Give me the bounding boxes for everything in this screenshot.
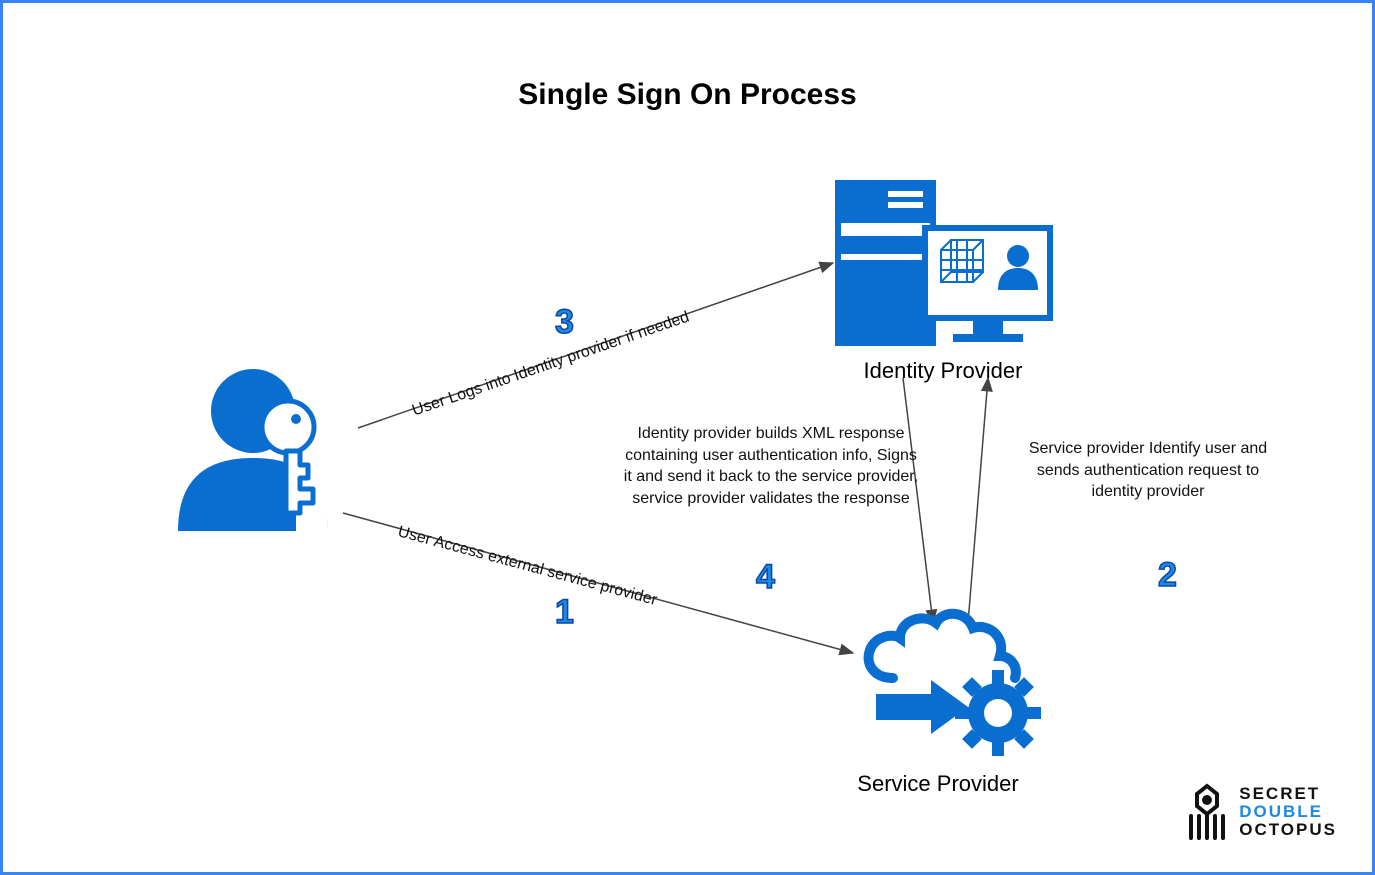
logo-line-3: OCTOPUS <box>1239 821 1337 839</box>
idp-label: Identity Provider <box>828 358 1058 384</box>
logo-line-1: SECRET <box>1239 785 1337 803</box>
user-key-icon <box>168 363 358 533</box>
cloud-arrow-gear-icon <box>858 608 1058 768</box>
step-number-3: 3 <box>555 303 574 342</box>
step-number-4: 4 <box>756 558 775 597</box>
octopus-icon <box>1183 782 1231 842</box>
sp-label: Service Provider <box>823 771 1053 797</box>
edge-sp-idp <box>968 378 988 623</box>
step-number-2: 2 <box>1158 556 1177 595</box>
step-number-1: 1 <box>555 593 574 632</box>
brand-logo-text: SECRET DOUBLE OCTOPUS <box>1239 785 1337 839</box>
brand-logo: SECRET DOUBLE OCTOPUS <box>1183 782 1337 842</box>
edge-label-3: User Logs into Identity provider if need… <box>410 309 692 421</box>
server-monitor-icon <box>833 178 1058 348</box>
logo-line-2: DOUBLE <box>1239 803 1337 821</box>
diagram-title: Single Sign On Process <box>3 78 1372 112</box>
edge-label-2: Service provider Identify user and sends… <box>1018 438 1278 503</box>
edge-label-1: User Access external service provider <box>396 523 659 610</box>
edge-label-4: Identity provider builds XML response co… <box>621 423 921 509</box>
diagram-frame: Single Sign On Process User Access exter… <box>0 0 1375 875</box>
